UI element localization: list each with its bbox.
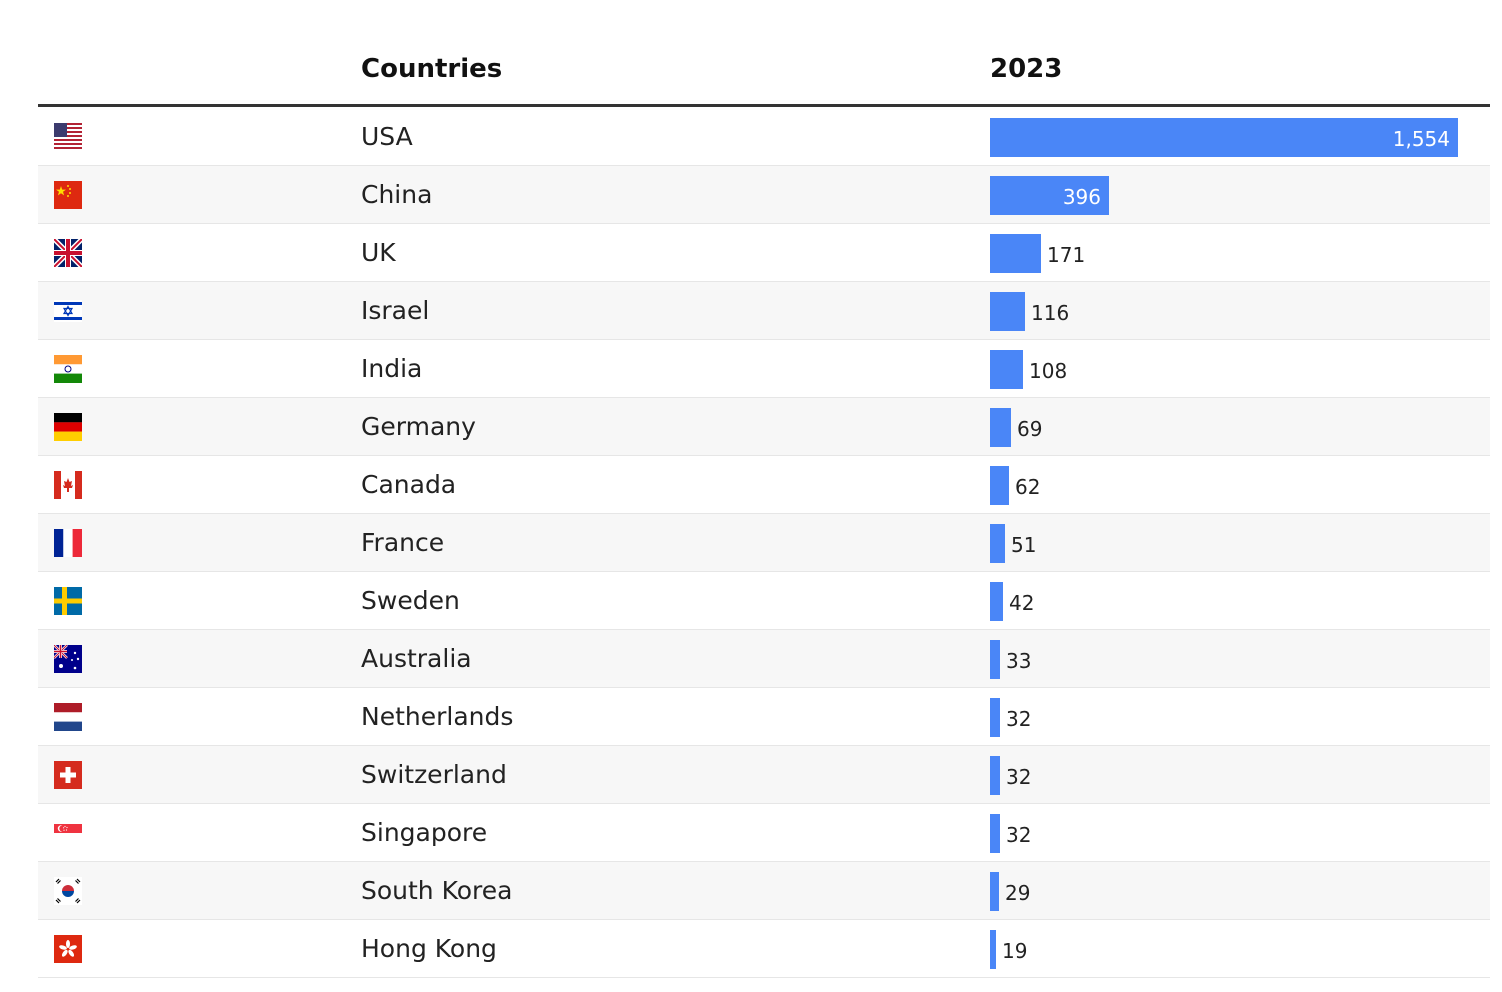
se-flag-icon [54,587,82,615]
country-name: Singapore [361,818,488,847]
nl-flag-icon [54,703,82,731]
table-row: Hong Kong 19 [38,920,1490,978]
table-row: Australia 33 [38,630,1490,688]
in-flag-icon [54,355,82,383]
ca-flag-icon [54,471,82,499]
bar [990,930,996,969]
country-name: France [361,528,445,557]
data-label: 171 [1047,243,1086,267]
bar [990,408,1011,447]
bar [990,466,1009,505]
hk-flag-icon [54,935,82,963]
bar [990,872,999,911]
bar [990,234,1041,273]
bar [990,176,1109,215]
country-name: China [361,180,433,209]
bar [990,118,1458,157]
country-name: Sweden [361,586,460,615]
data-label: 33 [1006,649,1032,673]
ch-flag-icon [54,761,82,789]
table-body: USA 1,554 China 396 UK 171 Israel 116 India 108 Ge… [38,108,1490,978]
table-row: Sweden 42 [38,572,1490,630]
bar [990,582,1003,621]
year-column-header: 2023 [990,54,1063,84]
bar [990,524,1005,563]
bar [990,640,1000,679]
data-label: 62 [1015,475,1041,499]
country-name: USA [361,122,413,151]
country-name: UK [361,238,396,267]
countries-column-header: Countries [361,54,503,84]
data-label: 32 [1006,707,1032,731]
table-row: India 108 [38,340,1490,398]
table-row: USA 1,554 [38,108,1490,166]
country-name: Israel [361,296,430,325]
bar [990,814,1000,853]
header-divider [38,104,1490,107]
data-label: 32 [1006,823,1032,847]
table-row: Germany 69 [38,398,1490,456]
data-label: 51 [1011,533,1037,557]
us-flag-icon [54,123,82,151]
data-label: 108 [1029,359,1068,383]
il-flag-icon [54,297,82,325]
table-row: Switzerland 32 [38,746,1490,804]
data-label: 29 [1005,881,1031,905]
data-label: 19 [1002,939,1028,963]
sg-flag-icon [54,819,82,847]
country-name: South Korea [361,876,513,905]
table-row: France 51 [38,514,1490,572]
de-flag-icon [54,413,82,441]
fr-flag-icon [54,529,82,557]
bar [990,698,1000,737]
data-label: 42 [1009,591,1035,615]
data-label: 396 [1062,185,1101,209]
country-name: Canada [361,470,457,499]
ranking-table: Countries 2023 USA 1,554 China 396 UK 171 Isra… [38,0,1490,978]
country-name: Netherlands [361,702,514,731]
data-label: 1,554 [1392,127,1450,151]
data-label: 69 [1017,417,1043,441]
country-name: Switzerland [361,760,507,789]
country-name: Australia [361,644,472,673]
country-name: Hong Kong [361,934,497,963]
table-row: China 396 [38,166,1490,224]
table-row: UK 171 [38,224,1490,282]
bar [990,350,1023,389]
country-name: India [361,354,423,383]
table-row: South Korea 29 [38,862,1490,920]
data-label: 116 [1031,301,1070,325]
table-header: Countries 2023 [38,0,1490,107]
country-name: Germany [361,412,476,441]
table-row: Israel 116 [38,282,1490,340]
bar [990,756,1000,795]
au-flag-icon [53,644,82,673]
kr-flag-icon [54,877,82,905]
data-label: 32 [1006,765,1032,789]
table-row: Netherlands 32 [38,688,1490,746]
bar [990,292,1025,331]
gb-flag-icon [52,237,84,269]
table-row: Canada 62 [38,456,1490,514]
table-row: Singapore 32 [38,804,1490,862]
cn-flag-icon [54,181,82,209]
